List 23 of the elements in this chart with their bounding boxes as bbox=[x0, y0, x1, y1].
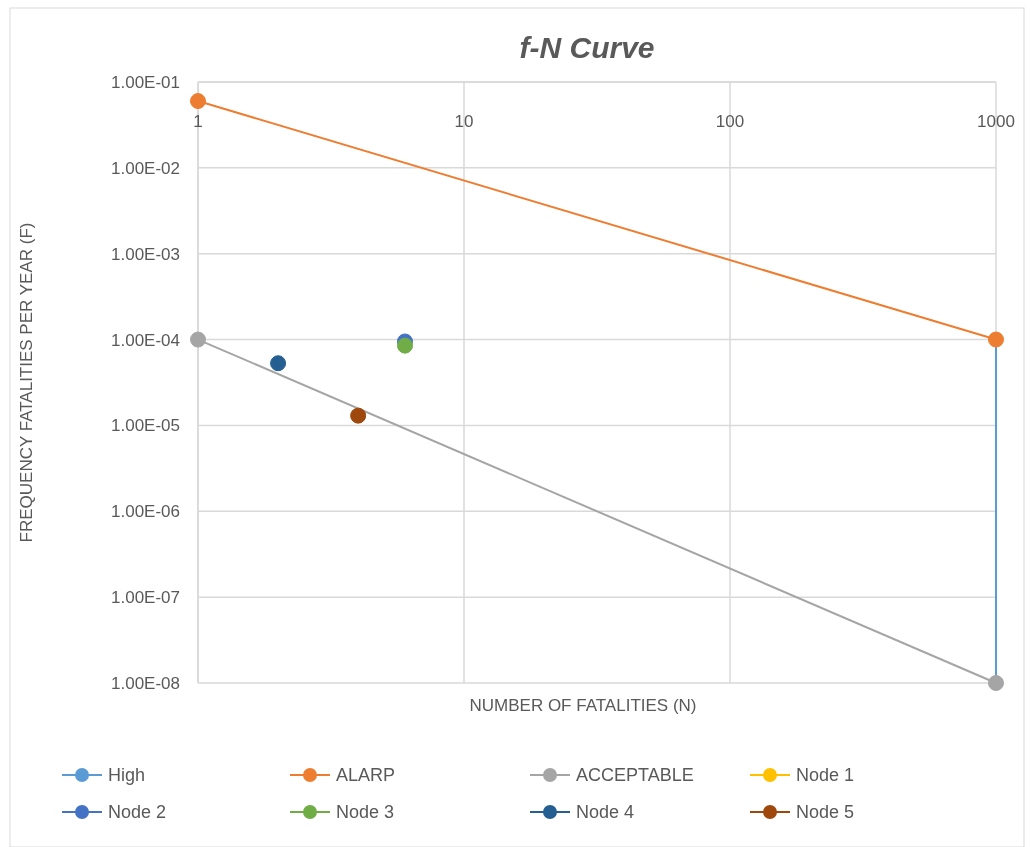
y-tick-label: 1.00E-03 bbox=[111, 244, 180, 264]
y-tick-label: 1.00E-05 bbox=[111, 416, 180, 436]
legend-label: Node 3 bbox=[336, 802, 395, 823]
chart-title: f-N Curve bbox=[519, 31, 655, 64]
legend-label: Node 2 bbox=[108, 802, 167, 823]
legend-label: Node 1 bbox=[796, 765, 855, 786]
x-tick-label: 10 bbox=[454, 112, 474, 131]
legend-label: ACCEPTABLE bbox=[576, 765, 694, 786]
legend-label: High bbox=[108, 765, 146, 786]
legend-label: Node 5 bbox=[796, 802, 855, 823]
y-tick-label: 1.00E-01 bbox=[111, 72, 180, 92]
y-tick-label: 1.00E-02 bbox=[111, 158, 180, 178]
legend-label: Node 4 bbox=[576, 802, 635, 823]
y-tick-label: 1.00E-04 bbox=[111, 330, 180, 350]
x-tick-label: 1000 bbox=[977, 112, 1015, 131]
y-tick-label: 1.00E-08 bbox=[111, 673, 180, 693]
legend-label: ALARP bbox=[336, 765, 396, 786]
x-tick-label: 1 bbox=[193, 112, 203, 131]
y-tick-label: 1.00E-07 bbox=[111, 588, 180, 608]
x-axis-title: NUMBER OF FATALITIES (N) bbox=[469, 696, 697, 715]
y-axis-title: FREQUENCY FATALITIES PER YEAR (F) bbox=[17, 222, 36, 543]
x-tick-label: 100 bbox=[715, 112, 745, 131]
y-tick-label: 1.00E-06 bbox=[111, 502, 180, 522]
